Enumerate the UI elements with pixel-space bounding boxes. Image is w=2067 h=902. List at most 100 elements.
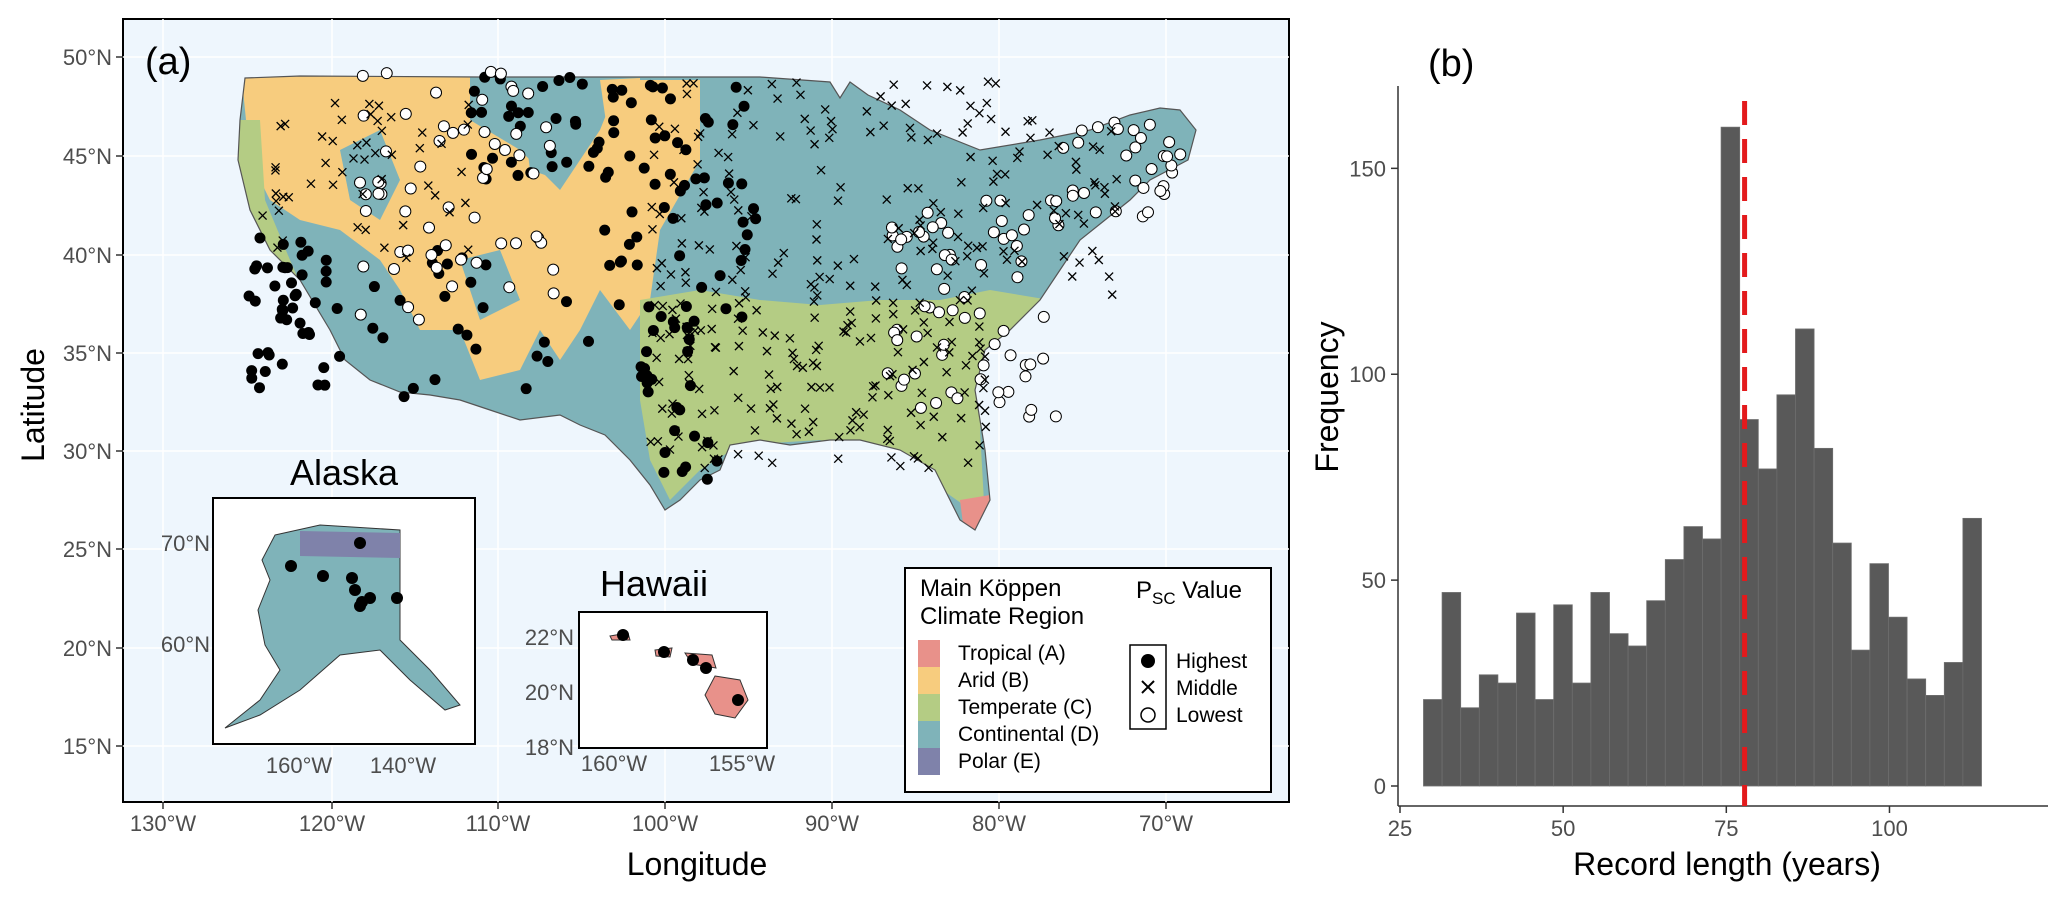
legend-swatch	[918, 667, 940, 694]
hist-y-tick-label: 150	[1349, 156, 1386, 181]
map-y-tick-label: 30°N	[63, 439, 112, 464]
map-y-tick-label: 50°N	[63, 45, 112, 70]
hist-x-tick-label: 50	[1551, 816, 1575, 841]
legend-psc-middle: Middle	[1176, 677, 1238, 700]
big-island	[704, 675, 749, 719]
map-x-title: Longitude	[627, 846, 768, 882]
hist-x-title: Record length (years)	[1573, 846, 1881, 882]
hist-y-ticks: 0 50 100 150	[1349, 156, 1398, 799]
map-legend: Main Köppen Climate Region Tropical (A) A…	[904, 567, 1272, 793]
legend-frame	[904, 567, 1272, 793]
histogram-bar	[1888, 616, 1908, 787]
histogram-bar	[1795, 328, 1815, 787]
histogram-bar	[1962, 517, 1982, 787]
legend-swatch	[918, 640, 940, 667]
hawaii-x-tick-1: 155°W	[709, 751, 776, 776]
histogram-bar	[1534, 699, 1555, 787]
histogram-bar	[1664, 559, 1685, 787]
hist-y-title: Frequency	[1309, 321, 1345, 472]
legend-climate-title-2: Climate Region	[920, 603, 1084, 630]
histogram-bar	[1776, 394, 1796, 787]
legend-psc-lowest: Lowest	[1176, 704, 1243, 727]
histogram-bar	[1702, 538, 1722, 787]
histogram-bar	[1832, 542, 1852, 787]
histogram-bar	[1850, 649, 1871, 787]
histogram-bar	[1571, 682, 1592, 787]
map-y-tick-label: 45°N	[63, 144, 112, 169]
hawaii-x-tick-0: 160°W	[581, 751, 648, 776]
histogram-bar	[1497, 682, 1517, 787]
legend-climate-title-1: Main Köppen	[920, 575, 1061, 602]
alaska-y-tick-1: 60°N	[161, 632, 210, 657]
legend-psc-highest: Highest	[1176, 650, 1247, 673]
hawaii-title: Hawaii	[600, 563, 708, 604]
histogram-bar	[1757, 468, 1778, 787]
map-y-tick-label: 35°N	[63, 341, 112, 366]
legend-highest-symbol	[1141, 654, 1155, 668]
histogram-bar	[1906, 678, 1927, 787]
map-panel: Alaska 160°W 140°W 70°N 60°N Hawaii 160°…	[15, 18, 1290, 882]
map-x-tick-label: 110°W	[466, 811, 531, 836]
alaska-land	[224, 524, 461, 729]
hist-y-tick-label: 0	[1374, 774, 1386, 799]
histogram-bar	[1720, 126, 1741, 787]
panel-a-label: (a)	[145, 41, 191, 83]
histogram-bar	[1553, 604, 1573, 787]
map-y-tick-label: 20°N	[63, 636, 112, 661]
legend-swatch	[918, 721, 940, 748]
histogram-bar	[1460, 707, 1480, 787]
histogram-bars	[1423, 126, 1982, 787]
histogram-bar	[1683, 526, 1703, 787]
map-y-tick-label: 15°N	[63, 734, 112, 759]
hawaii-inset: Hawaii 160°W 155°W 22°N 20°N 18°N	[525, 563, 776, 776]
histogram-bar	[1925, 695, 1945, 787]
histogram-bar	[1423, 699, 1443, 787]
histogram-bar	[1943, 662, 1964, 787]
legend-middle-symbol	[1141, 680, 1155, 694]
map-y-title: Latitude	[15, 348, 51, 462]
hist-x-tick-label: 75	[1714, 816, 1738, 841]
histogram-bar	[1646, 600, 1666, 787]
histogram-bar	[1478, 674, 1499, 787]
map-y-tick-label: 25°N	[63, 537, 112, 562]
histogram-bar	[1627, 645, 1648, 787]
alaska-inset: Alaska 160°W 140°W 70°N 60°N	[161, 452, 476, 778]
map-x-tick-label: 120°W	[299, 811, 366, 836]
alaska-y-tick-0: 70°N	[161, 531, 210, 556]
histogram-bar	[1869, 563, 1889, 787]
alaska-title: Alaska	[290, 452, 399, 493]
panel-b-label: (b)	[1428, 43, 1474, 85]
hist-y-tick-label: 100	[1349, 362, 1386, 387]
legend-lowest-symbol	[1140, 707, 1156, 723]
legend-climate-label: Tropical (A)	[958, 642, 1066, 665]
legend-climate-label: Arid (B)	[958, 669, 1029, 692]
histogram-bar	[1609, 633, 1629, 787]
map-y-ticks: 50°N 45°N 40°N 35°N 30°N 25°N 20°N 15°N	[63, 45, 123, 759]
legend-swatch	[918, 748, 940, 775]
legend-climate-label: Temperate (C)	[958, 696, 1092, 719]
histogram-bar	[1516, 612, 1536, 787]
alaska-x-tick-0: 160°W	[266, 753, 333, 778]
alaska-polar	[300, 531, 400, 558]
map-x-tick-label: 70°W	[1139, 811, 1193, 836]
legend-climate-label: Continental (D)	[958, 723, 1099, 746]
hist-y-tick-label: 50	[1362, 568, 1386, 593]
legend-swatch	[918, 694, 940, 721]
map-x-tick-label: 100°W	[632, 811, 699, 836]
map-x-tick-label: 80°W	[972, 811, 1026, 836]
legend-climate-label: Polar (E)	[958, 750, 1041, 773]
histogram-bar	[1590, 592, 1610, 787]
hawaii-y-tick-1: 20°N	[525, 680, 574, 705]
legend-psc-title: PSC Value	[1136, 577, 1242, 608]
hist-x-tick-label: 100	[1871, 816, 1908, 841]
hawaii-y-tick-0: 22°N	[525, 625, 574, 650]
conus-outline	[237, 75, 1197, 531]
legend-climate-entries: Tropical (A) Arid (B) Temperate (C) Contine…	[918, 640, 1099, 775]
hist-x-ticks: 25 50 75 100	[1388, 806, 1908, 841]
map-x-ticks: 130°W 120°W 110°W 100°W 90°W 80°W 70°W	[130, 802, 1193, 836]
map-x-tick-label: 90°W	[805, 811, 859, 836]
histogram-bar	[1441, 592, 1462, 787]
station-markers	[243, 65, 1187, 485]
hawaii-y-tick-2: 18°N	[525, 735, 574, 760]
